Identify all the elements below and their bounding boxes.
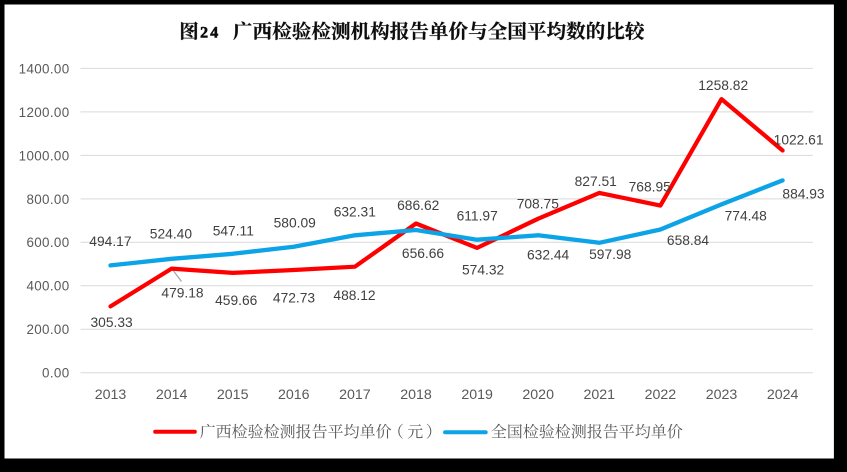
svg-text:597.98: 597.98 bbox=[589, 247, 632, 262]
svg-text:580.09: 580.09 bbox=[274, 216, 317, 231]
svg-text:305.33: 305.33 bbox=[90, 315, 133, 330]
svg-text:2015: 2015 bbox=[217, 387, 249, 403]
svg-text:547.11: 547.11 bbox=[213, 224, 254, 239]
svg-text:1022.61: 1022.61 bbox=[774, 133, 824, 148]
svg-text:574.32: 574.32 bbox=[462, 263, 504, 278]
svg-text:1258.82: 1258.82 bbox=[698, 78, 748, 93]
svg-text:2013: 2013 bbox=[95, 387, 127, 403]
svg-text:24: 24 bbox=[200, 25, 220, 42]
svg-text:2018: 2018 bbox=[400, 387, 432, 403]
svg-text:2021: 2021 bbox=[584, 387, 616, 403]
svg-text:658.84: 658.84 bbox=[667, 233, 710, 248]
svg-text:524.40: 524.40 bbox=[150, 227, 193, 242]
svg-text:632.31: 632.31 bbox=[334, 205, 376, 220]
svg-text:2022: 2022 bbox=[645, 387, 677, 403]
svg-text:479.18: 479.18 bbox=[161, 286, 204, 301]
svg-text:472.73: 472.73 bbox=[273, 290, 316, 305]
svg-text:2017: 2017 bbox=[339, 387, 371, 403]
svg-text:494.17: 494.17 bbox=[89, 234, 131, 249]
svg-text:656.66: 656.66 bbox=[402, 246, 445, 261]
svg-text:686.62: 686.62 bbox=[397, 198, 439, 213]
svg-text:611.97: 611.97 bbox=[457, 209, 498, 224]
svg-text:2023: 2023 bbox=[706, 387, 738, 403]
svg-text:827.51: 827.51 bbox=[575, 174, 617, 189]
svg-text:1200.00: 1200.00 bbox=[19, 105, 70, 120]
svg-text:800.00: 800.00 bbox=[26, 192, 69, 207]
svg-text:774.48: 774.48 bbox=[725, 208, 768, 223]
svg-text:1400.00: 1400.00 bbox=[19, 61, 70, 76]
svg-text:488.12: 488.12 bbox=[333, 288, 375, 303]
svg-text:600.00: 600.00 bbox=[26, 235, 69, 250]
svg-text:200.00: 200.00 bbox=[26, 322, 69, 337]
svg-text:884.93: 884.93 bbox=[782, 187, 825, 202]
svg-text:2020: 2020 bbox=[522, 387, 554, 403]
svg-text:2016: 2016 bbox=[278, 387, 310, 403]
svg-text:400.00: 400.00 bbox=[26, 279, 69, 294]
svg-text:632.44: 632.44 bbox=[527, 248, 570, 263]
svg-text:708.75: 708.75 bbox=[517, 197, 560, 212]
svg-text:2014: 2014 bbox=[156, 387, 188, 403]
svg-text:2024: 2024 bbox=[767, 387, 799, 403]
svg-text:768.95: 768.95 bbox=[629, 180, 672, 195]
svg-text:0.00: 0.00 bbox=[42, 366, 69, 381]
svg-text:459.66: 459.66 bbox=[215, 293, 258, 308]
svg-text:2019: 2019 bbox=[461, 387, 493, 403]
svg-text:1000.00: 1000.00 bbox=[19, 148, 70, 163]
